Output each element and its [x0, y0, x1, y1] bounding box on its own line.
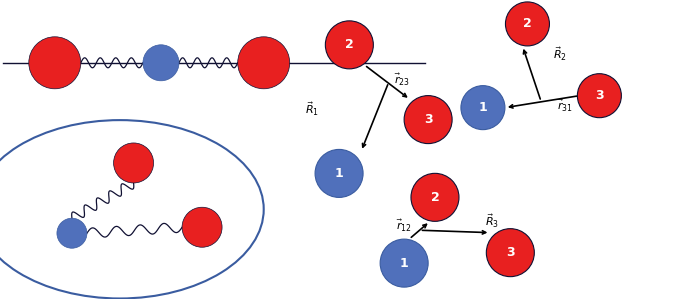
Text: 3: 3	[506, 246, 514, 259]
Ellipse shape	[577, 74, 621, 118]
Text: $\vec{R}_3$: $\vec{R}_3$	[485, 213, 499, 230]
Text: 1: 1	[335, 167, 343, 180]
Ellipse shape	[315, 150, 363, 197]
Ellipse shape	[29, 37, 81, 89]
Text: 1: 1	[479, 101, 487, 114]
Text: 3: 3	[595, 89, 603, 102]
Text: $\vec{r}_{12}$: $\vec{r}_{12}$	[396, 217, 412, 234]
Ellipse shape	[143, 45, 179, 81]
Text: $\vec{r}_{23}$: $\vec{r}_{23}$	[394, 71, 410, 88]
Ellipse shape	[57, 218, 87, 248]
Ellipse shape	[114, 143, 153, 183]
Ellipse shape	[486, 229, 534, 277]
Text: $\vec{R}_1$: $\vec{R}_1$	[305, 100, 319, 118]
Text: $\vec{r}_{31}$: $\vec{r}_{31}$	[557, 98, 573, 115]
Text: 2: 2	[431, 191, 439, 204]
Ellipse shape	[238, 37, 290, 89]
Text: $\vec{R}_2$: $\vec{R}_2$	[553, 45, 567, 62]
Ellipse shape	[404, 96, 452, 144]
Ellipse shape	[380, 239, 428, 287]
Text: 3: 3	[424, 113, 432, 126]
Ellipse shape	[411, 173, 459, 221]
Text: 1: 1	[400, 257, 408, 270]
Ellipse shape	[506, 2, 549, 46]
Ellipse shape	[461, 86, 505, 130]
Ellipse shape	[325, 21, 373, 69]
Text: 2: 2	[523, 17, 532, 30]
Text: 2: 2	[345, 38, 353, 51]
Ellipse shape	[182, 207, 222, 247]
